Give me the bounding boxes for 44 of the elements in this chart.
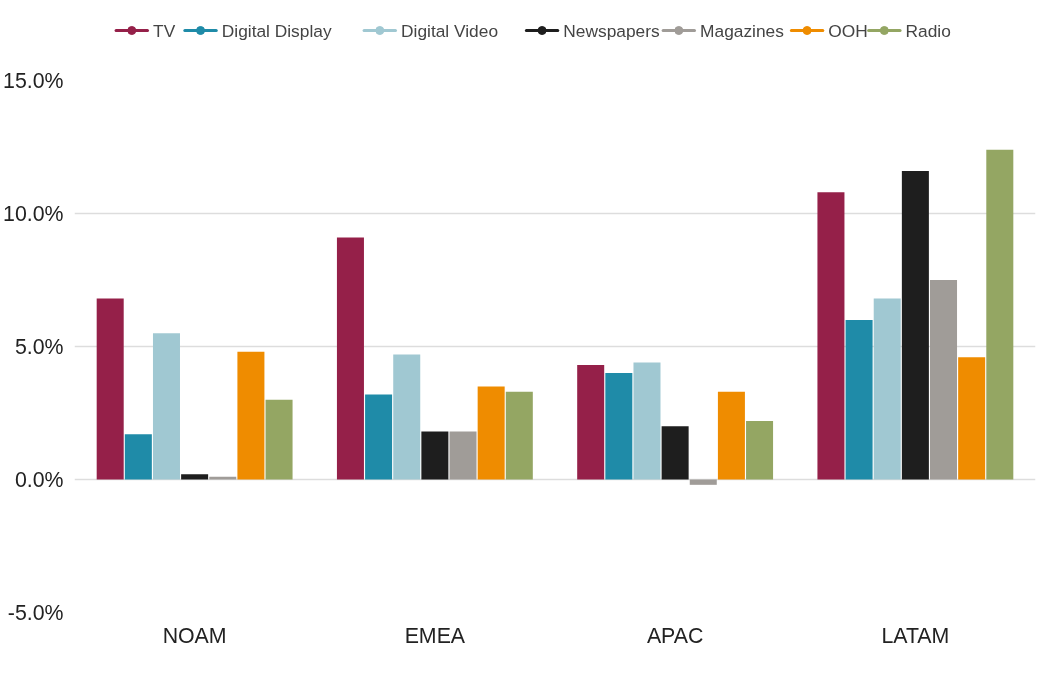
y-tick-label: -5.0% [7,600,64,625]
bar [930,280,958,480]
bar [689,479,717,485]
legend-label: TV [153,20,176,41]
x-tick-label: NOAM [162,623,227,648]
bar [661,426,689,480]
bar [421,431,449,480]
legend-label: Newspapers [563,20,660,41]
legend-label: Radio [905,20,951,41]
bar [365,394,393,480]
y-tick-label: 10.0% [3,201,64,226]
legend-label: OOH [828,20,868,41]
legend-label: Magazines [700,20,785,41]
bar [181,474,209,480]
bar [746,420,774,480]
bar [152,333,180,480]
bar [901,170,929,480]
bar [237,351,265,480]
bar [717,391,745,480]
y-tick-label: 15.0% [3,68,64,93]
x-tick-label: APAC [646,623,704,648]
legend-label: Digital Display [221,20,332,41]
bar [633,362,661,480]
bar [505,391,533,480]
bar [605,373,633,480]
bar [96,298,124,480]
bar [477,386,505,480]
x-tick-label: LATAM [881,623,950,648]
bar [209,476,237,480]
x-tick-label: EMEA [404,623,466,648]
bar [958,357,986,480]
bar [449,431,477,480]
bar [845,319,873,480]
bar [124,434,152,480]
legend-label: Digital Video [401,20,499,41]
bar [393,354,421,480]
bar [265,399,293,480]
y-tick-label: 5.0% [14,334,64,359]
bar [873,298,901,480]
bar [817,192,845,480]
bar [986,149,1014,480]
bar [336,237,364,480]
bar [577,365,605,480]
y-tick-label: 0.0% [14,467,64,492]
